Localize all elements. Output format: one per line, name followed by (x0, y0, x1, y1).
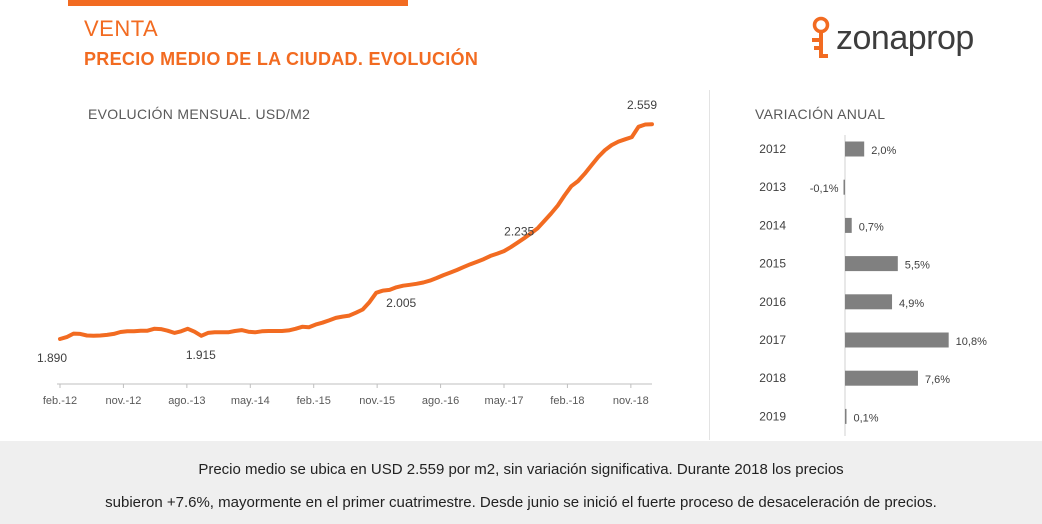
page-title: VENTA (84, 16, 159, 41)
bar-value-label: 0,7% (859, 221, 884, 233)
x-tick-label: nov.-12 (105, 395, 141, 407)
annual-variation-bar-chart: 2012 2,0% 2013 -0,1% 2014 0,7% 2015 5,5% 2016 4,9… (759, 135, 987, 436)
x-tick-label: feb.-18 (550, 395, 584, 407)
bar-value-label: 2,0% (871, 145, 896, 157)
section-divider (709, 90, 710, 440)
variation-bar (845, 332, 949, 348)
price-series-line (58, 122, 654, 341)
data-label: 2.235 (504, 224, 534, 238)
x-tick-label: may.-14 (231, 395, 270, 407)
bar-value-label: -0,1% (810, 183, 839, 195)
page-subtitle: PRECIO MEDIO DE LA CIUDAD. EVOLUCIÓN (84, 49, 479, 69)
bar-category-label: 2012 (759, 142, 786, 156)
key-icon (812, 16, 830, 58)
x-tick-label: may.-17 (485, 395, 524, 407)
bar-category-label: 2013 (759, 180, 786, 194)
variation-bar (843, 179, 845, 195)
data-label: 2.559 (627, 98, 657, 112)
variation-bar (845, 294, 893, 310)
bar-category-label: 2017 (759, 333, 786, 347)
variation-bar (845, 217, 852, 233)
x-tick-label: nov.-15 (359, 395, 395, 407)
bar-chart-title: VARIACIÓN ANUAL (755, 106, 886, 122)
variation-bar (845, 408, 847, 424)
x-tick-label: nov.-18 (613, 395, 649, 407)
summary-line-2: subieron +7.6%, mayormente en el primer … (105, 494, 937, 511)
bar-value-label: 0,1% (854, 412, 879, 424)
x-tick-label: feb.-15 (297, 395, 331, 407)
x-tick-label: ago.-13 (168, 395, 205, 407)
bar-category-label: 2018 (759, 371, 786, 385)
data-label: 2.005 (386, 296, 416, 310)
variation-bar (845, 256, 898, 272)
brand-logo: zonaprop (808, 16, 974, 60)
accent-top-bar (68, 0, 408, 6)
bar-category-label: 2015 (759, 257, 786, 271)
line-chart-title: EVOLUCIÓN MENSUAL. USD/M2 (88, 106, 311, 122)
summary-footer: Precio medio se ubica en USD 2.559 por m… (0, 441, 1042, 524)
bar-category-label: 2016 (759, 295, 786, 309)
brand-name: zonaprop (836, 18, 974, 57)
x-tick-label: ago.-16 (422, 395, 459, 407)
data-label: 1.915 (186, 348, 216, 362)
bar-category-label: 2014 (759, 218, 786, 232)
variation-bar (845, 370, 918, 386)
x-tick-label: feb.-12 (43, 395, 77, 407)
bar-value-label: 7,6% (925, 374, 950, 386)
bar-value-label: 4,9% (899, 298, 924, 310)
variation-bar (845, 141, 865, 157)
bar-category-label: 2019 (759, 409, 786, 423)
summary-line-1: Precio medio se ubica en USD 2.559 por m… (198, 461, 844, 478)
price-evolution-line-chart: feb.-12 nov.-12 ago.-13 may.-14 feb.-15 nov.-… (37, 98, 657, 407)
bar-value-label: 5,5% (905, 260, 930, 272)
data-label: 1.890 (37, 351, 67, 365)
bar-value-label: 10,8% (956, 336, 987, 348)
